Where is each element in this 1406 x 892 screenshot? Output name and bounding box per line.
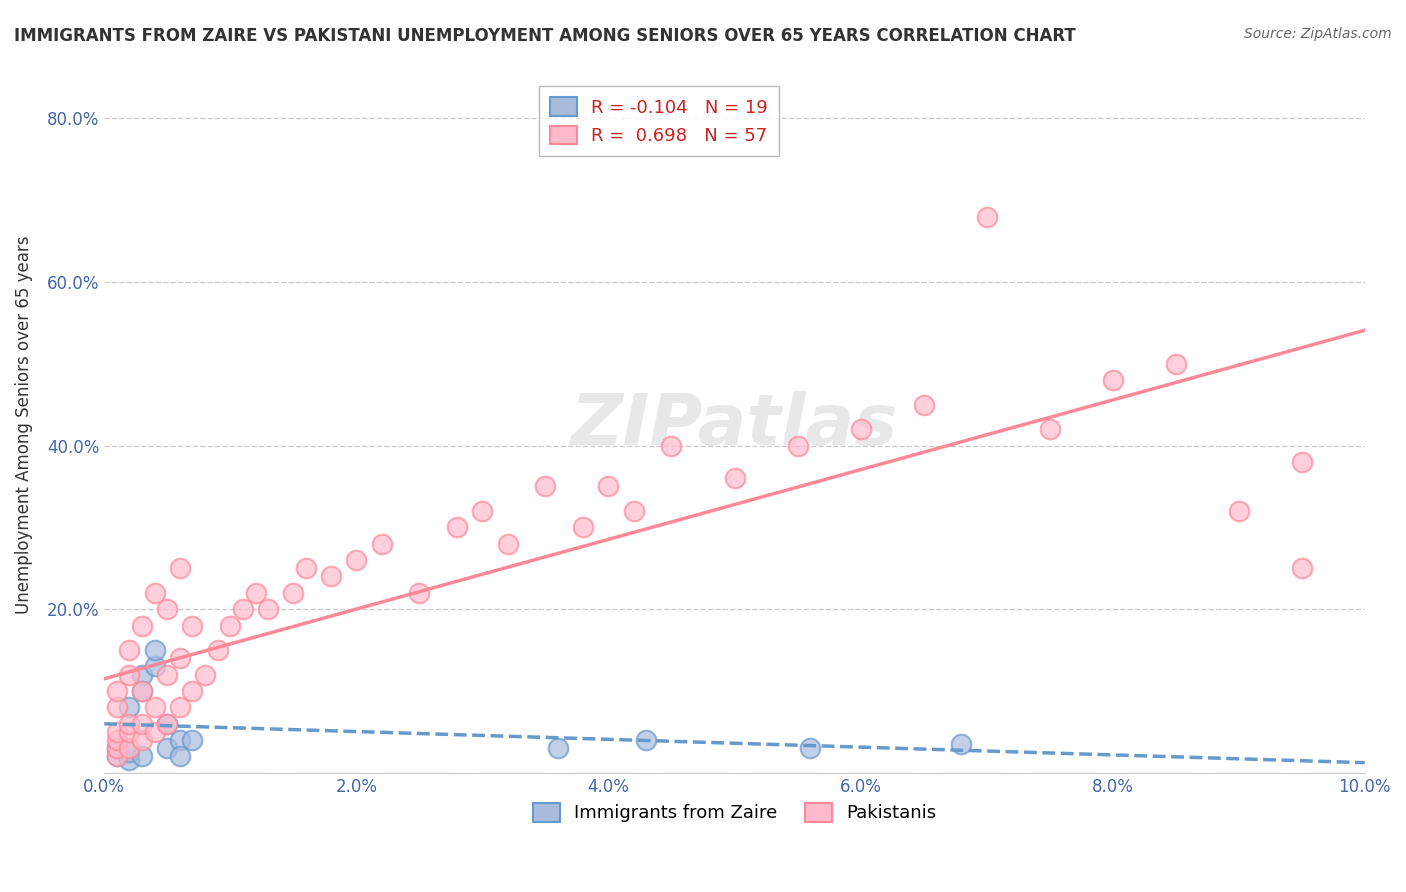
- Point: [156, 716, 179, 731]
- Point: [131, 716, 153, 731]
- Point: [976, 210, 998, 224]
- Point: [219, 618, 242, 632]
- Point: [849, 422, 872, 436]
- Legend: Immigrants from Zaire, Pakistanis: Immigrants from Zaire, Pakistanis: [522, 792, 948, 833]
- Point: [105, 684, 128, 698]
- Point: [143, 724, 166, 739]
- Point: [156, 716, 179, 731]
- Point: [1291, 455, 1313, 469]
- Point: [1291, 561, 1313, 575]
- Point: [181, 618, 204, 632]
- Text: ZIPatlas: ZIPatlas: [571, 391, 898, 459]
- Point: [723, 471, 745, 485]
- Point: [131, 684, 153, 698]
- Point: [598, 479, 620, 493]
- Point: [131, 733, 153, 747]
- Point: [169, 733, 191, 747]
- Point: [534, 479, 557, 493]
- Point: [1164, 357, 1187, 371]
- Text: IMMIGRANTS FROM ZAIRE VS PAKISTANI UNEMPLOYMENT AMONG SENIORS OVER 65 YEARS CORR: IMMIGRANTS FROM ZAIRE VS PAKISTANI UNEMP…: [14, 27, 1076, 45]
- Point: [118, 667, 141, 681]
- Point: [143, 643, 166, 657]
- Point: [786, 438, 808, 452]
- Point: [283, 586, 305, 600]
- Point: [118, 724, 141, 739]
- Point: [572, 520, 595, 534]
- Point: [156, 667, 179, 681]
- Point: [118, 700, 141, 714]
- Point: [143, 586, 166, 600]
- Point: [131, 684, 153, 698]
- Point: [912, 398, 935, 412]
- Point: [370, 537, 392, 551]
- Point: [1227, 504, 1250, 518]
- Point: [156, 741, 179, 756]
- Point: [118, 754, 141, 768]
- Point: [105, 700, 128, 714]
- Point: [181, 684, 204, 698]
- Point: [143, 659, 166, 673]
- Point: [1039, 422, 1062, 436]
- Point: [118, 643, 141, 657]
- Y-axis label: Unemployment Among Seniors over 65 years: Unemployment Among Seniors over 65 years: [15, 235, 32, 615]
- Point: [471, 504, 494, 518]
- Point: [547, 741, 569, 756]
- Point: [118, 716, 141, 731]
- Point: [105, 749, 128, 764]
- Point: [799, 741, 821, 756]
- Point: [950, 737, 973, 751]
- Point: [131, 667, 153, 681]
- Point: [207, 643, 229, 657]
- Point: [321, 569, 343, 583]
- Point: [181, 733, 204, 747]
- Point: [105, 724, 128, 739]
- Point: [105, 741, 128, 756]
- Point: [232, 602, 254, 616]
- Point: [295, 561, 318, 575]
- Point: [131, 749, 153, 764]
- Point: [169, 651, 191, 665]
- Point: [118, 745, 141, 759]
- Point: [105, 749, 128, 764]
- Point: [131, 618, 153, 632]
- Point: [245, 586, 267, 600]
- Point: [344, 553, 367, 567]
- Text: Source: ZipAtlas.com: Source: ZipAtlas.com: [1244, 27, 1392, 41]
- Point: [446, 520, 468, 534]
- Point: [661, 438, 683, 452]
- Point: [169, 700, 191, 714]
- Point: [636, 733, 658, 747]
- Point: [143, 700, 166, 714]
- Point: [169, 749, 191, 764]
- Point: [408, 586, 430, 600]
- Point: [105, 733, 128, 747]
- Point: [105, 741, 128, 756]
- Point: [496, 537, 519, 551]
- Point: [1101, 373, 1123, 387]
- Point: [169, 561, 191, 575]
- Point: [156, 602, 179, 616]
- Point: [623, 504, 645, 518]
- Point: [118, 741, 141, 756]
- Point: [194, 667, 217, 681]
- Point: [257, 602, 280, 616]
